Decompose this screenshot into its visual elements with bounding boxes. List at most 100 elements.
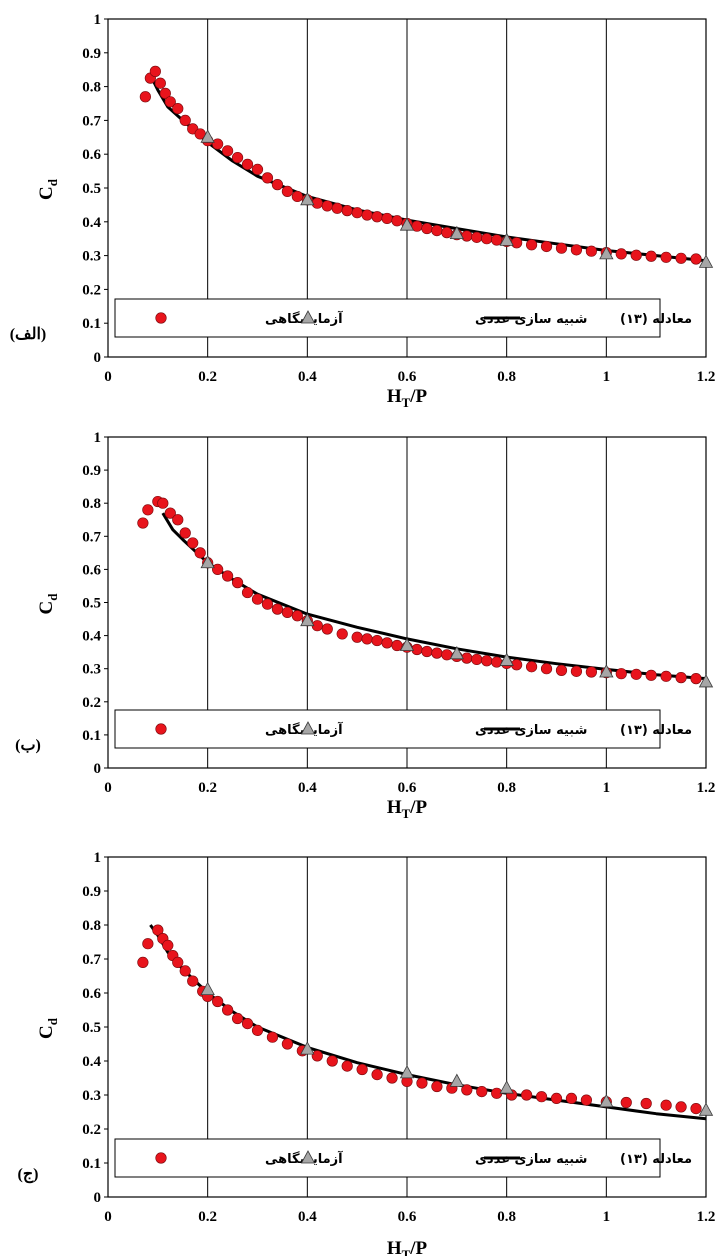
experimental-point [675,252,687,264]
experimental-point [371,1068,383,1081]
experimental-point [690,673,702,685]
experimental-point [491,234,503,246]
chart-panel-2: 0 0.2 0.4 0.6 0.8 1 1.2 0 0.1 0.2 0.3 0.4 0.5 0.6 0.7 0… [15,430,715,821]
numerical-point [499,652,514,666]
experimental-point [371,211,383,223]
x-axis-label: HT/P [387,797,428,821]
experimental-point [525,661,538,673]
experimental-point [585,666,597,678]
experimental-point [461,230,473,242]
experimental-point [615,668,627,680]
experimental-point [351,207,363,219]
experimental-point [266,1031,279,1043]
legend-numerical-label: شبیه سازی عددی [475,723,587,738]
x-tick-label: 1 [603,780,611,796]
experimental-point [336,628,348,640]
x-tick-label: 1.2 [697,369,716,385]
experimental-point [630,668,642,680]
experimental-point [570,244,583,256]
experimental-point [172,956,184,969]
y-tick-label: 0.4 [82,215,101,231]
experimental-point [142,504,154,516]
experimental-point [231,577,244,589]
y-tick-label: 0.3 [82,662,101,678]
experimental-point [139,91,151,103]
x-tick-label: 0.4 [298,1209,317,1225]
experimental-point [321,623,333,635]
x-tick-label: 0 [104,1209,112,1225]
experimental-point [615,248,627,260]
y-tick-label: 0.3 [82,1088,101,1104]
panel-label: (الف) [10,326,47,343]
experimental-point [251,163,264,176]
experimental-point [520,1089,533,1101]
experimental-point [271,179,284,191]
experimental-point [421,645,433,658]
experimental-point [222,570,234,582]
y-tick-label: 0.5 [82,596,101,612]
y-tick-label: 0.5 [82,1020,101,1036]
experimental-point [164,96,176,108]
experimental-point [179,527,191,539]
y-tick-label: 0.1 [82,316,101,332]
experimental-point [281,1038,294,1050]
x-tick-label: 0.6 [398,369,417,385]
x-tick-label: 0.2 [198,780,217,796]
y-tick-label: 0.4 [82,1054,101,1070]
legend-box [114,709,661,749]
experimental-point [461,1084,473,1096]
experimental-point [154,77,166,89]
experimental-point [271,603,284,615]
numerical-point [698,254,714,268]
legend-numerical-marker [300,1150,316,1164]
experimental-point [179,965,191,977]
experimental-point [194,547,206,559]
x-tick-label: 0.8 [497,369,516,385]
experimental-point [341,205,353,217]
y-tick-label: 0 [94,350,102,366]
numerical-point [698,674,714,688]
experimental-point [222,145,234,157]
experimental-point [645,250,657,262]
x-tick-label: 0 [104,369,112,385]
experimental-point [361,633,373,645]
x-tick-label: 1 [603,369,611,385]
y-tick-label: 0.5 [82,181,101,197]
experimental-point [137,956,149,969]
x-tick-label: 0.8 [497,780,516,796]
experimental-point [326,1055,338,1067]
x-tick-label: 0.2 [198,1209,217,1225]
experimental-point [555,664,568,676]
experimental-point [386,1072,398,1084]
x-tick-label: 0.6 [398,1209,417,1225]
numerical-point [698,1102,714,1116]
experimental-point [675,1101,687,1113]
legend-numerical-marker [300,721,316,735]
x-tick-label: 0.8 [497,1209,516,1225]
experimental-point [431,224,443,237]
y-tick-label: 0.2 [82,1122,101,1138]
x-tick-label: 0 [104,780,112,796]
numerical-point [449,1073,465,1087]
y-tick-label: 0 [94,761,102,777]
numerical-point [599,246,614,260]
experimental-point [640,1097,652,1110]
y-tick-label: 0.7 [82,113,101,129]
experimental-point [341,1060,353,1072]
experimental-point [231,1012,244,1025]
numerical-point [599,664,614,678]
experimental-point [311,1050,323,1062]
numerical-point [300,1041,315,1055]
experimental-point [152,924,164,936]
experimental-point [172,102,184,115]
experimental-point [540,240,553,253]
numerical-point [499,1080,514,1094]
experimental-point [159,87,171,99]
y-tick-label: 0.4 [82,629,101,645]
y-tick-label: 0.9 [82,463,101,479]
experimental-point [187,975,199,987]
experimental-point [421,222,433,235]
